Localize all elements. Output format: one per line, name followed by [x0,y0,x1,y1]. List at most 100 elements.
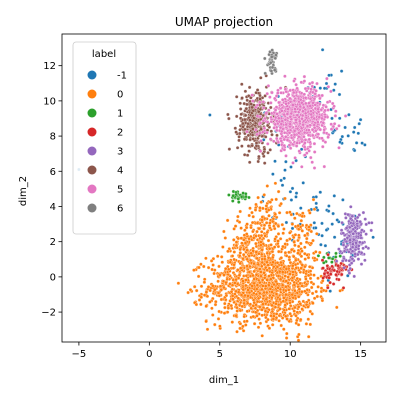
data-point [217,264,221,269]
y-tick-label: 8 [50,132,56,143]
data-point [284,220,289,225]
data-point [287,257,292,262]
legend-label: 4 [117,166,123,177]
data-point [295,141,299,145]
data-point [308,276,313,281]
data-point [315,81,319,86]
data-point [310,84,315,89]
data-point [321,144,325,149]
data-point [358,117,363,122]
data-point [238,128,242,132]
data-point [284,102,288,106]
data-point [333,255,338,259]
data-point [294,258,298,263]
data-point [238,266,243,270]
data-point [305,124,310,128]
data-point [269,105,273,110]
data-point [197,265,201,270]
data-point [251,127,255,131]
data-point [274,312,279,316]
data-point [280,109,284,113]
data-point [232,257,236,262]
data-point [261,293,266,298]
data-point [285,210,289,215]
data-point [319,107,324,112]
data-point [352,148,357,153]
data-point [357,213,362,217]
data-point [299,126,304,131]
data-point [216,317,221,321]
data-point [306,305,310,309]
data-point [244,106,249,111]
data-point [274,105,279,109]
data-point [265,130,269,135]
data-point [338,289,342,293]
data-point [227,116,231,121]
data-point [308,309,313,314]
legend-marker [87,127,97,137]
data-point [251,236,256,240]
data-point [188,288,193,292]
data-point [258,121,263,125]
data-point [286,275,290,279]
data-point [211,284,215,288]
data-point [257,317,261,321]
data-point [300,214,305,219]
data-point [284,288,288,293]
data-point [279,323,283,328]
data-point [255,229,259,234]
data-point [238,308,243,313]
data-point [255,103,260,107]
data-point [241,191,245,195]
data-point [282,265,286,269]
data-point [242,137,247,141]
data-point [208,300,212,304]
data-point [315,294,320,299]
data-point [313,129,318,133]
data-point [186,290,190,295]
data-point [245,248,249,253]
legend-label: 3 [117,147,123,158]
data-point [226,112,230,117]
legend-entry: 4 [87,165,123,177]
data-point [352,274,356,279]
data-point [261,206,265,211]
data-point [284,267,289,271]
data-point [314,226,318,230]
data-point [235,146,240,150]
data-point [218,284,223,288]
data-point [329,127,334,131]
data-point [297,119,302,124]
data-point [264,297,269,302]
data-point [340,134,345,139]
data-point [282,137,287,142]
data-point [291,90,296,95]
data-point [296,295,301,299]
data-point [302,92,307,97]
data-point [275,265,280,269]
data-point [310,160,314,164]
data-point [312,207,317,211]
data-point [304,101,308,106]
data-point [279,178,283,183]
data-point [344,245,348,249]
data-point [274,197,278,202]
data-point [291,295,295,300]
data-point [219,255,224,259]
data-point [253,208,258,212]
data-point [249,225,253,230]
data-point [296,251,300,255]
data-point [272,245,277,249]
data-point [308,211,312,215]
data-point [309,229,314,234]
data-point [259,76,263,80]
data-point [294,313,298,318]
data-point [339,272,344,277]
data-point [321,288,326,293]
data-point [270,295,274,300]
data-point [292,132,297,137]
data-point [350,245,355,249]
data-point [267,283,271,288]
data-point [204,290,209,294]
data-point [357,121,361,126]
